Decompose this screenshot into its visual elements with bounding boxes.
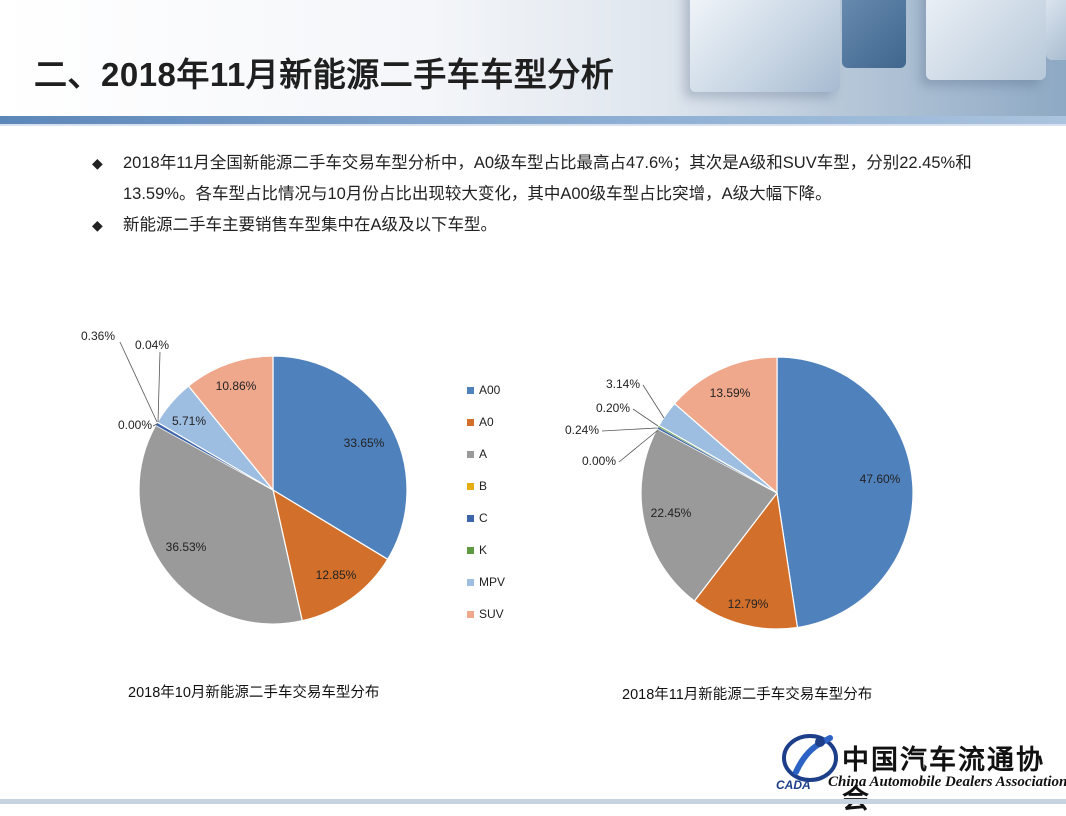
header-divider-light [0, 124, 1066, 126]
legend-label: K [479, 543, 487, 557]
chart-caption-november: 2018年11月新能源二手车交易车型分布 [622, 687, 873, 703]
legend-swatch [467, 579, 474, 586]
header-divider [0, 116, 1066, 124]
data-label: 0.20% [596, 401, 630, 415]
data-label: 0.36% [81, 329, 115, 343]
legend-swatch [467, 547, 474, 554]
leader-line [157, 351, 161, 423]
data-label: 0.04% [135, 338, 169, 352]
bullet-item: ◆ 2018年11月全国新能源二手车交易车型分析中，A0级车型占比最高占47.6… [90, 148, 990, 210]
data-label: 33.65% [344, 436, 385, 450]
data-label: 5.71% [172, 414, 206, 428]
leader-line [601, 427, 658, 432]
legend-label: A00 [479, 383, 501, 397]
diamond-bullet-icon: ◆ [92, 155, 103, 171]
bullet-item: ◆ 新能源二手车主要销售车型集中在A级及以下车型。 [90, 210, 990, 241]
pie-slice-a00 [272, 355, 408, 561]
data-label: 10.86% [216, 379, 257, 393]
header-banner: 二、2018年11月新能源二手车车型分析 [0, 0, 1066, 118]
logo-english-name: China Automobile Dealers Association [828, 774, 1066, 790]
data-label: 13.59% [710, 386, 751, 400]
legend-swatch [467, 419, 474, 426]
pie-slice-suv [187, 355, 274, 492]
legend-label: MPV [479, 575, 505, 589]
decorative-cube [690, 0, 840, 92]
cada-emblem-icon [782, 734, 838, 782]
bullet-list: ◆ 2018年11月全国新能源二手车交易车型分析中，A0级车型占比最高占47.6… [90, 148, 990, 241]
legend-label: A0 [479, 415, 494, 429]
legend-swatch [467, 387, 474, 394]
legend-swatch [467, 611, 474, 618]
legend-label: SUV [479, 607, 504, 621]
data-label: 12.85% [316, 568, 357, 582]
decorative-cube [842, 0, 906, 68]
leader-line [618, 429, 659, 463]
pie-slice-a0 [272, 488, 389, 622]
data-label: 0.00% [582, 454, 616, 468]
legend-swatch [467, 515, 474, 522]
bullet-text: 新能源二手车主要销售车型集中在A级及以下车型。 [123, 216, 498, 234]
data-label: 12.79% [728, 597, 769, 611]
cada-logo: CADA 中国汽车流通协会 China Automobile Dealers A… [776, 728, 1066, 815]
legend-label: A [479, 447, 487, 461]
pie-slice-a00 [776, 356, 914, 629]
footer-band [0, 799, 1066, 804]
decorative-cube [926, 0, 1046, 80]
legend-swatch [467, 451, 474, 458]
diamond-bullet-icon: ◆ [92, 217, 103, 233]
leader-line [642, 384, 665, 419]
pie-slice-suv [673, 356, 778, 495]
data-label: 0.24% [565, 423, 599, 437]
leader-line [152, 423, 158, 427]
leader-line [119, 341, 158, 423]
page-title: 二、2018年11月新能源二手车车型分析 [34, 56, 615, 93]
legend-swatch [467, 483, 474, 490]
chart-caption-october: 2018年10月新能源二手车交易车型分布 [128, 685, 380, 701]
data-label: 47.60% [860, 472, 901, 486]
data-label: 22.45% [651, 506, 692, 520]
pie-slice-a [138, 424, 303, 625]
pie-slice-a [640, 427, 778, 602]
pie-slice-a0 [693, 491, 799, 630]
legend-label: C [479, 511, 488, 525]
leader-line [632, 408, 659, 427]
data-label: 36.53% [166, 540, 207, 554]
legend-label: B [479, 479, 487, 493]
logo-abbreviation: CADA [776, 778, 811, 792]
bullet-text: 2018年11月全国新能源二手车交易车型分析中，A0级车型占比最高占47.6%；… [123, 154, 972, 203]
data-label: 3.14% [606, 377, 640, 391]
data-label: 0.00% [118, 418, 152, 432]
decorative-cube [1046, 0, 1066, 60]
